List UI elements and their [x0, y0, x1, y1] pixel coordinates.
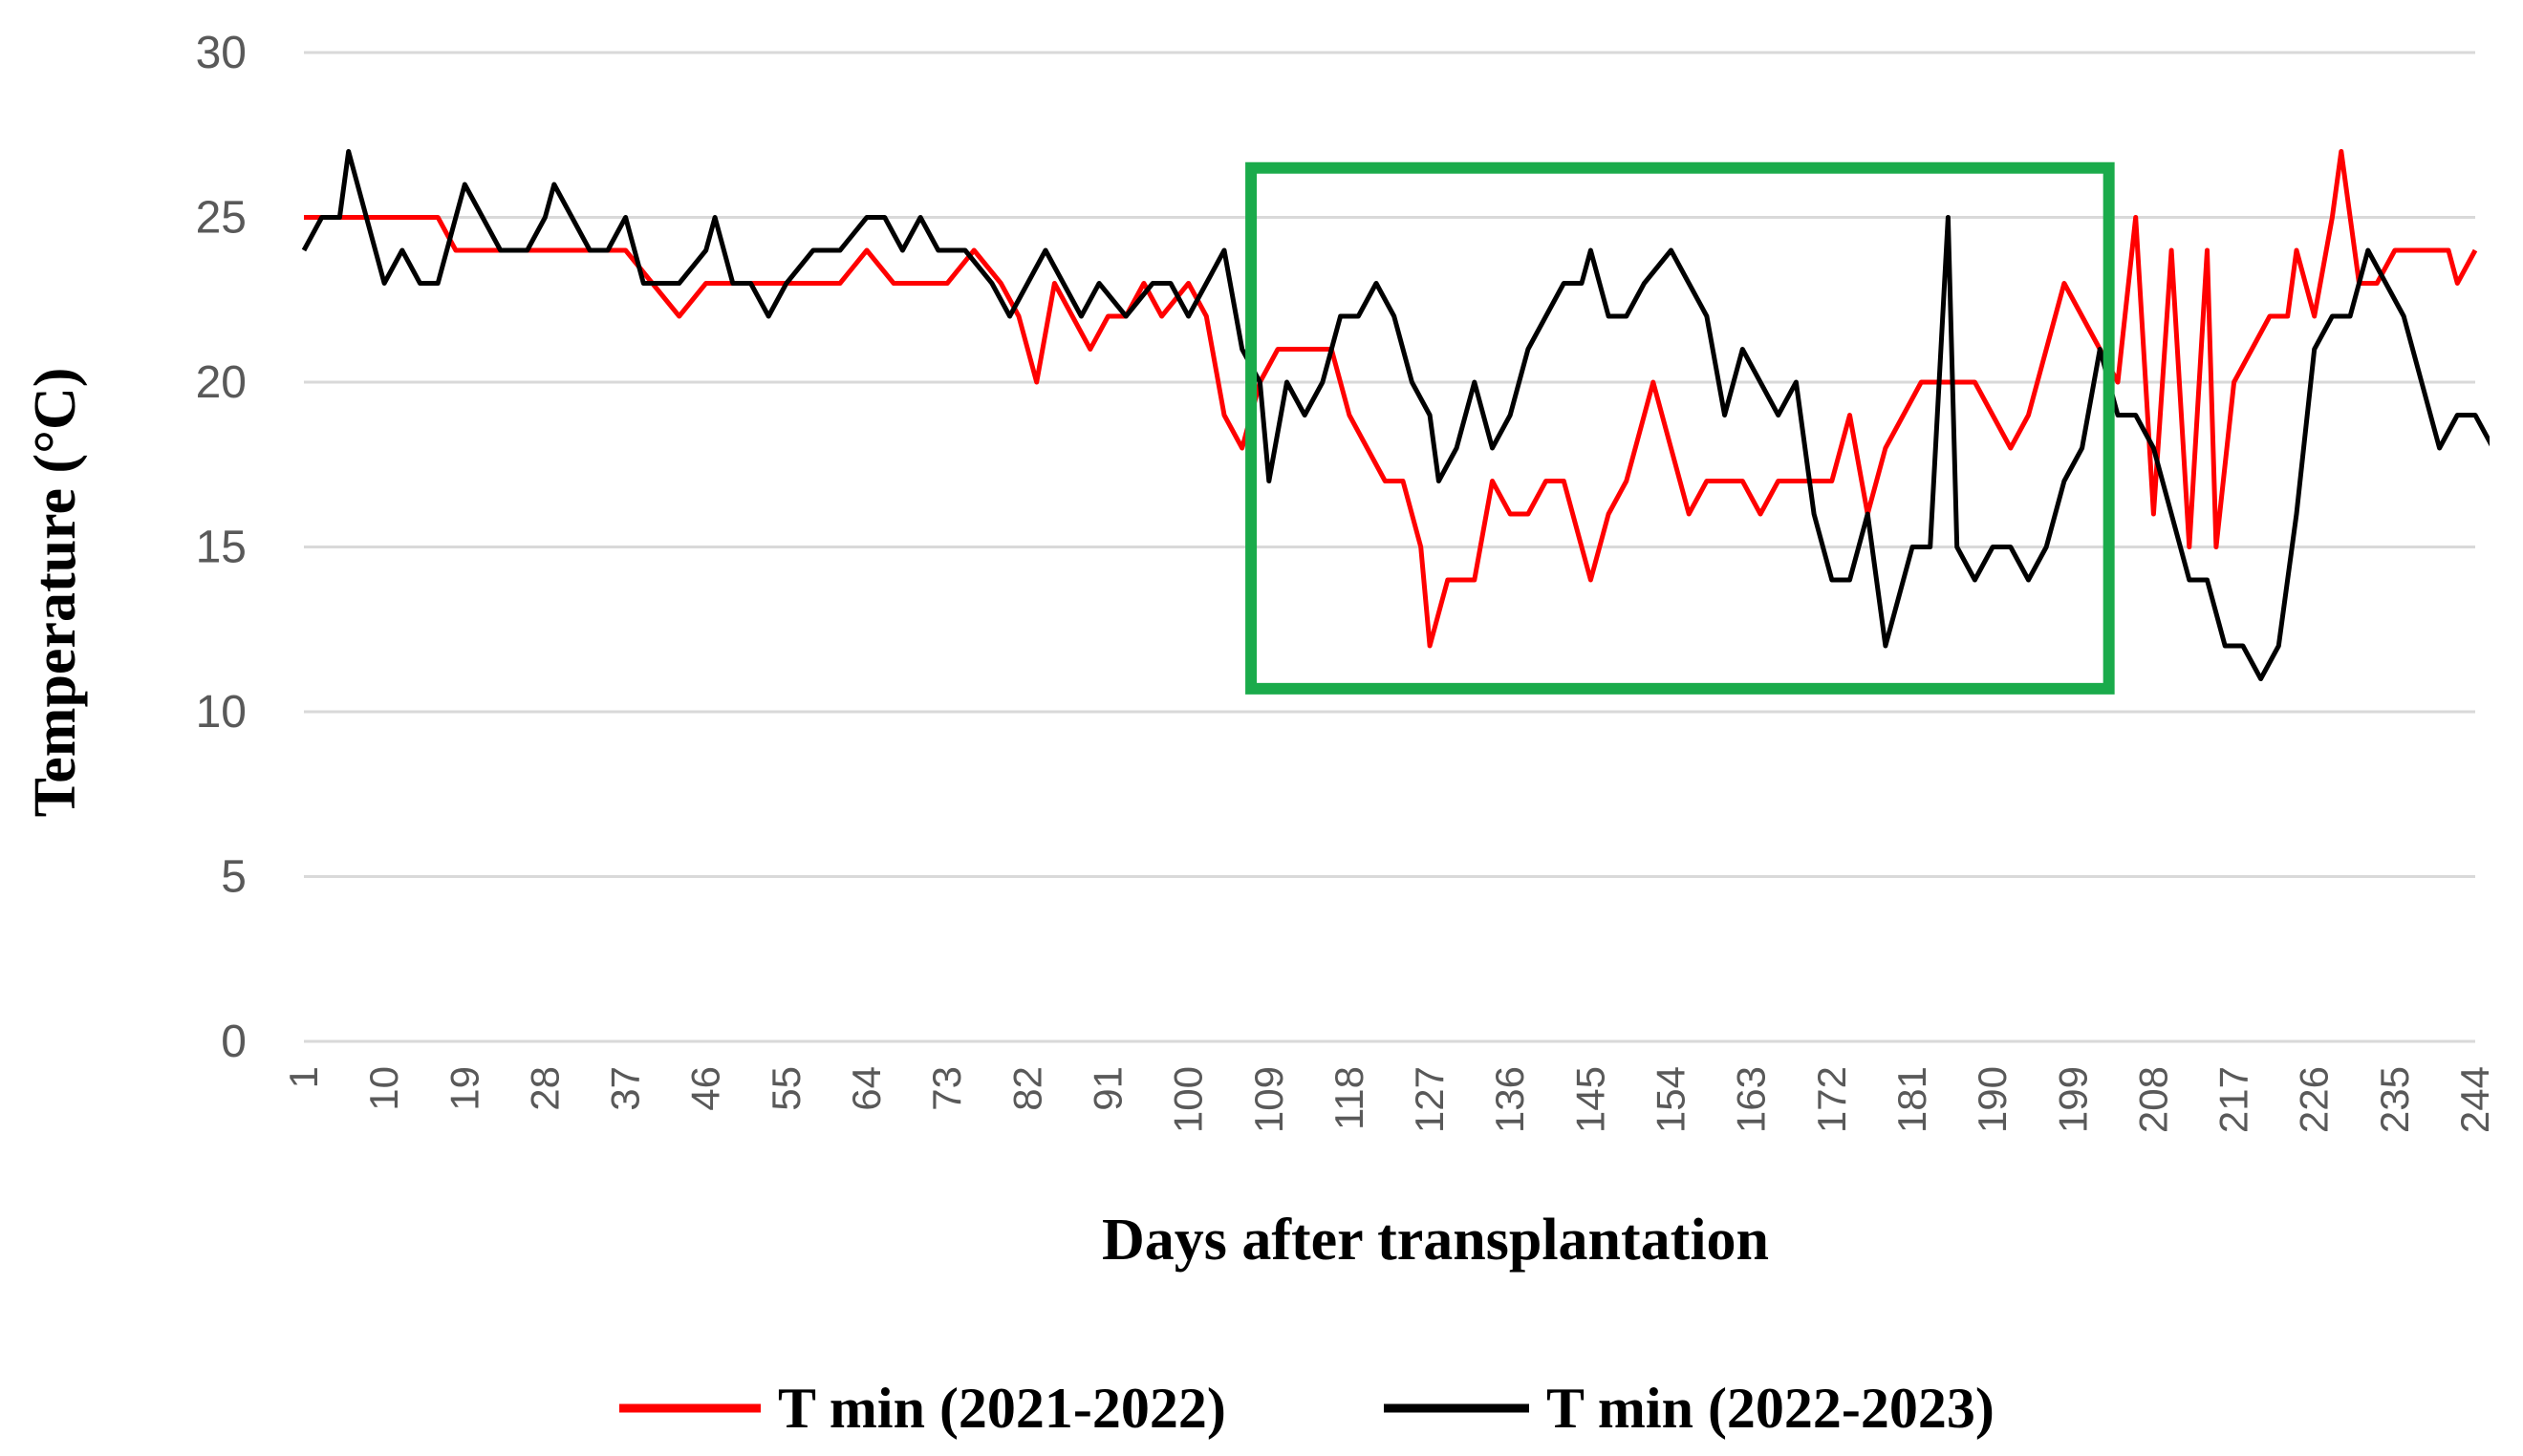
x-tick-label: 127 — [1407, 1066, 1452, 1133]
x-tick-label: 136 — [1487, 1066, 1532, 1133]
x-axis-ticks: 1 10 19 28 37 46 55 64 73 82 91 100 109 118 127 136 145 1… — [281, 1066, 2497, 1133]
legend: T min (2021-2022) T min (2022-2023) — [619, 1377, 1995, 1440]
series-lines — [301, 149, 2490, 681]
y-tick-label: 25 — [196, 193, 247, 244]
y-axis-ticks: 0 5 10 15 20 25 30 — [196, 28, 247, 1067]
x-tick-label: 190 — [1970, 1066, 2015, 1133]
x-tick-label: 19 — [442, 1066, 486, 1111]
x-tick-label: 73 — [924, 1066, 969, 1111]
y-tick-label: 20 — [196, 357, 247, 408]
legend-label: T min (2021-2022) — [778, 1377, 1226, 1440]
x-tick-label: 109 — [1246, 1066, 1291, 1133]
x-tick-label: 64 — [844, 1066, 889, 1111]
y-axis-title: Temperature (°C) — [23, 368, 88, 818]
x-tick-label: 10 — [361, 1066, 406, 1111]
series-line — [304, 149, 2478, 649]
x-tick-label: 28 — [522, 1066, 567, 1111]
x-tick-label: 91 — [1085, 1066, 1130, 1111]
x-tick-label: 46 — [683, 1066, 728, 1111]
x-tick-label: 163 — [1729, 1066, 1774, 1133]
x-tick-label: 100 — [1166, 1066, 1211, 1133]
legend-label: T min (2022-2023) — [1546, 1377, 1995, 1440]
x-tick-label: 37 — [603, 1066, 648, 1111]
x-tick-label: 208 — [2130, 1066, 2175, 1133]
gridlines — [304, 51, 2475, 1043]
x-tick-label: 226 — [2292, 1066, 2337, 1133]
x-tick-label: 217 — [2211, 1066, 2256, 1133]
series-line — [301, 149, 2490, 681]
x-tick-label: 55 — [764, 1066, 809, 1111]
x-tick-label: 199 — [2050, 1066, 2095, 1133]
y-tick-label: 5 — [221, 852, 247, 903]
x-tick-label: 181 — [1889, 1066, 1934, 1133]
y-tick-label: 10 — [196, 687, 247, 738]
x-axis-title: Days after transplantation — [1102, 1208, 1769, 1273]
y-tick-label: 15 — [196, 523, 247, 573]
x-tick-label: 172 — [1809, 1066, 1854, 1133]
y-tick-label: 30 — [196, 28, 247, 78]
y-tick-label: 0 — [221, 1017, 247, 1067]
x-tick-label: 244 — [2452, 1066, 2497, 1133]
x-tick-label: 82 — [1004, 1066, 1049, 1111]
x-tick-label: 1 — [281, 1066, 326, 1088]
x-tick-label: 235 — [2372, 1066, 2417, 1133]
x-tick-label: 145 — [1567, 1066, 1612, 1133]
x-tick-label: 118 — [1326, 1066, 1371, 1130]
x-tick-label: 154 — [1649, 1066, 1693, 1133]
highlight-box — [1245, 161, 2115, 695]
